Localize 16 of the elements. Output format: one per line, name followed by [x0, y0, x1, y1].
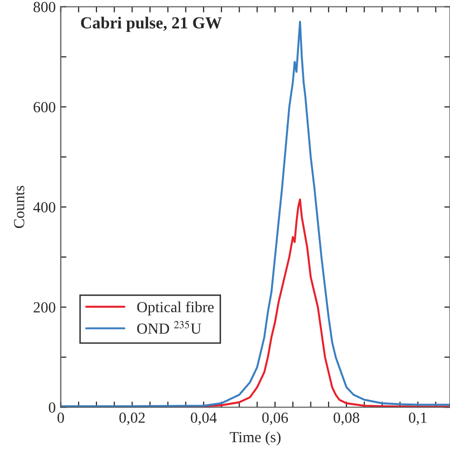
legend-label: Optical fibre: [137, 301, 214, 316]
legend-label: OND $^{235}$U: [137, 320, 202, 334]
y-axis-title: Counts: [14, 186, 24, 228]
x-tick-label: 0,08: [334, 412, 360, 426]
y-tick-label: 600: [34, 102, 56, 112]
x-tick-label: 0,02: [119, 412, 145, 426]
x-tick-label: 0,1: [408, 412, 426, 426]
x-tick-label: 0,06: [262, 412, 288, 426]
x-tick-label: 0: [58, 412, 64, 423]
x-tick-label: 0,04: [190, 412, 217, 426]
y-tick-label: 200: [34, 302, 56, 313]
y-tick-label: 0: [48, 402, 56, 413]
y-tick-label: 400: [33, 202, 56, 212]
y-tick-label: 800: [34, 2, 56, 12]
x-axis-title: Time (s): [230, 432, 281, 446]
text: Cabri pulse, 21 GW: [81, 16, 222, 32]
